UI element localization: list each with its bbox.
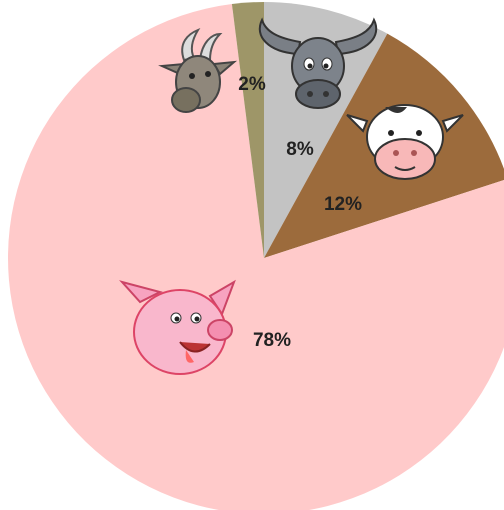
cow-icon: [346, 104, 464, 180]
value-label: 78%: [253, 330, 291, 351]
pie-slice: [7, 4, 504, 510]
slices: [7, 2, 504, 510]
buffalo-icon: [258, 17, 378, 109]
labels: 8% 12% 78% 2%: [238, 74, 362, 351]
value-label: 12%: [324, 194, 362, 215]
value-label: 8%: [286, 139, 314, 160]
value-label: 2%: [238, 74, 266, 95]
goat-icon: [158, 27, 238, 113]
icons: [119, 17, 464, 375]
pig-icon: [119, 279, 236, 375]
pie-slice: [231, 2, 264, 258]
